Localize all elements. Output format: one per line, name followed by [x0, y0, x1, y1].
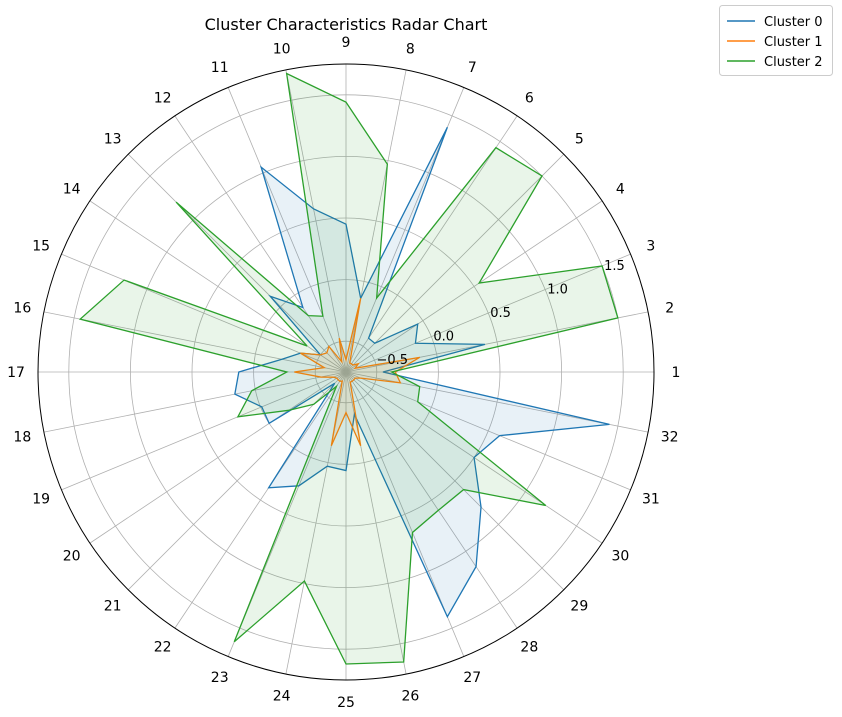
category-label-7: 7	[468, 60, 477, 76]
category-label-30: 30	[611, 548, 629, 564]
outer-frame	[37, 63, 655, 681]
series-line-1	[294, 298, 421, 446]
category-label-19: 19	[32, 491, 50, 507]
series-line-0	[234, 126, 610, 619]
spoke-2	[345, 311, 649, 373]
category-label-18: 18	[13, 429, 31, 445]
spoke-10	[285, 69, 347, 373]
category-label-21: 21	[104, 598, 122, 614]
spoke-22	[174, 371, 347, 629]
spoke-3	[345, 253, 631, 373]
spoke-15	[61, 253, 347, 373]
spoke-31	[345, 371, 631, 491]
category-label-13: 13	[104, 132, 122, 148]
chart-title: Cluster Characteristics Radar Chart	[205, 15, 488, 34]
spoke-20	[89, 371, 347, 544]
legend-box	[719, 5, 833, 76]
spoke-5	[345, 153, 565, 373]
category-label-29: 29	[570, 598, 588, 614]
radial-tick-4: 1.5	[604, 259, 625, 274]
spoke-4	[345, 200, 603, 373]
category-label-12: 12	[154, 91, 172, 107]
category-label-5: 5	[575, 132, 584, 148]
category-label-17: 17	[7, 365, 25, 381]
spoke-14	[89, 200, 347, 373]
radial-tick-3: 1.0	[547, 282, 568, 297]
series-fill-2	[80, 73, 618, 664]
category-label-27: 27	[463, 670, 481, 686]
category-label-1: 1	[672, 365, 681, 381]
category-label-23: 23	[211, 670, 229, 686]
spoke-8	[345, 69, 407, 373]
category-label-31: 31	[642, 491, 660, 507]
series-layer	[78, 72, 619, 665]
radial-tick-labels: −0.5 0.0 0.5 1.0 1.5	[376, 259, 624, 368]
legend-label-0: Cluster 0	[764, 15, 823, 30]
category-label-8: 8	[406, 41, 415, 57]
series-fill-1	[294, 298, 420, 446]
category-label-20: 20	[63, 548, 81, 564]
category-label-26: 26	[401, 689, 419, 705]
spoke-13	[127, 153, 347, 373]
spoke-24	[285, 371, 347, 675]
spoke-11	[227, 87, 347, 373]
category-label-9: 9	[342, 35, 351, 51]
category-label-4: 4	[616, 182, 625, 198]
category-label-3: 3	[646, 239, 655, 255]
radial-tick-1: 0.0	[433, 330, 454, 345]
series-fill-0	[234, 127, 610, 617]
radial-tick-2: 0.5	[490, 306, 511, 321]
category-label-22: 22	[154, 639, 172, 655]
series-line-2	[78, 72, 619, 665]
category-label-28: 28	[520, 639, 538, 655]
spoke-19	[61, 371, 347, 491]
category-label-6: 6	[525, 91, 534, 107]
category-label-32: 32	[661, 429, 679, 445]
spoke-21	[127, 371, 347, 591]
spoke-16	[43, 311, 347, 373]
spoke-18	[43, 371, 347, 433]
spoke-6	[345, 115, 518, 373]
spoke-28	[345, 371, 518, 629]
radial-tick-0: −0.5	[376, 353, 408, 368]
category-label-2: 2	[665, 301, 674, 317]
category-label-10: 10	[273, 41, 291, 57]
category-label-24: 24	[273, 689, 291, 705]
category-label-25: 25	[337, 695, 355, 711]
legend: Cluster 0 Cluster 1 Cluster 2	[719, 5, 833, 76]
category-label-16: 16	[13, 301, 31, 317]
spoke-29	[345, 371, 565, 591]
spoke-12	[174, 115, 347, 373]
legend-label-1: Cluster 1	[764, 35, 823, 50]
spoke-26	[345, 371, 407, 675]
category-label-15: 15	[32, 239, 50, 255]
category-label-14: 14	[63, 182, 81, 198]
category-label-11: 11	[211, 60, 229, 76]
legend-label-2: Cluster 2	[764, 55, 823, 70]
